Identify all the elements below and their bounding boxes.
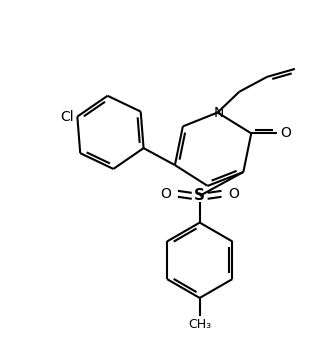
Text: O: O <box>228 187 239 201</box>
Text: S: S <box>194 188 205 203</box>
Text: N: N <box>213 106 224 120</box>
Text: CH₃: CH₃ <box>188 318 211 331</box>
Text: O: O <box>280 126 291 140</box>
Text: O: O <box>160 187 171 201</box>
Text: Cl: Cl <box>61 110 74 124</box>
